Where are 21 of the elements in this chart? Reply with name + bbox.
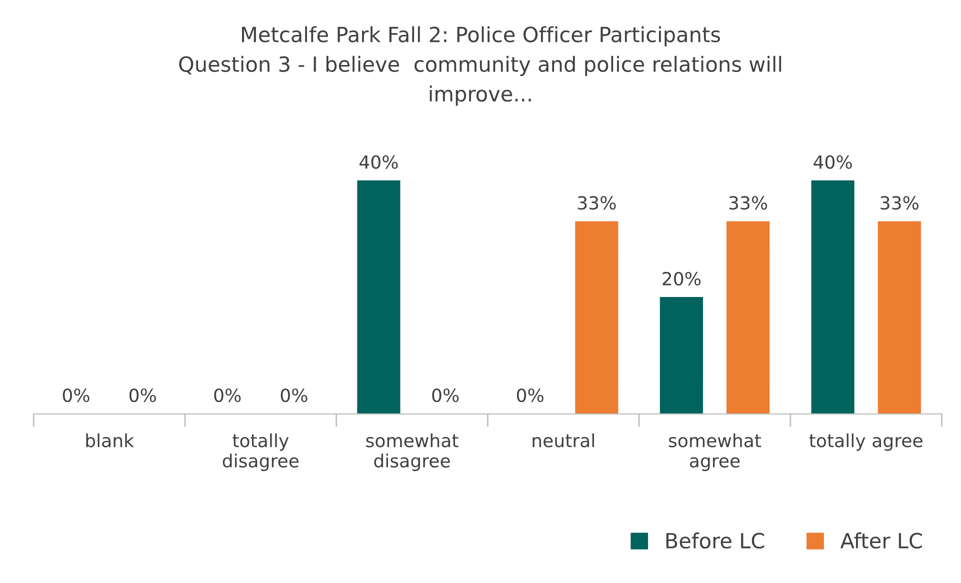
chart-title: Metcalfe Park Fall 2: Police Officer Participants Question 3 - I believe community and police relations will improve... bbox=[179, 26, 782, 106]
data-label: 33% bbox=[578, 196, 616, 210]
x-tick-label: somewhat agree bbox=[668, 433, 762, 472]
x-tick-label: totally disagree bbox=[222, 433, 299, 472]
data-label: 0% bbox=[129, 388, 156, 402]
data-label: 40% bbox=[814, 155, 852, 169]
x-tick-label: somewhat disagree bbox=[366, 433, 458, 472]
data-label: 0% bbox=[280, 388, 308, 402]
data-label: 33% bbox=[729, 196, 768, 210]
data-label: 40% bbox=[360, 155, 398, 169]
data-label: 33% bbox=[880, 196, 918, 210]
x-tick-label: totally agree bbox=[809, 433, 922, 451]
x-tick-label: neutral bbox=[532, 433, 594, 448]
data-label: 0% bbox=[214, 388, 241, 402]
x-tick-label: blank bbox=[86, 433, 134, 448]
data-label: 0% bbox=[432, 388, 459, 402]
legend-label: After LC bbox=[840, 532, 922, 549]
data-label: 20% bbox=[662, 272, 701, 286]
legend-label: Before LC bbox=[666, 532, 764, 549]
data-label: 0% bbox=[516, 388, 544, 402]
data-label: 0% bbox=[62, 388, 90, 402]
